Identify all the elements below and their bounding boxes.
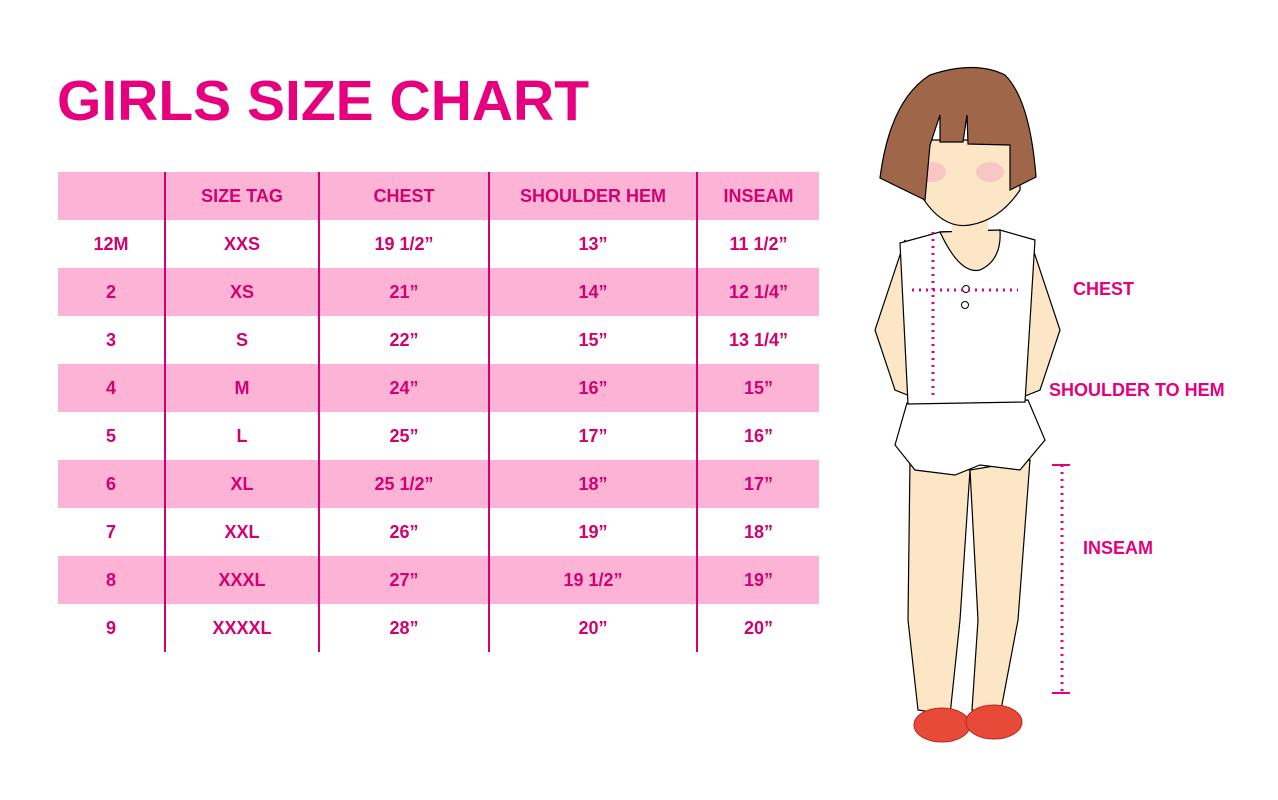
table-cell: XXL — [164, 508, 319, 556]
table-cell: 13 1/4” — [696, 316, 819, 364]
table-cell: 7 — [105, 521, 116, 542]
table-row: 12M XXS 19 1/2” 13” 11 1/2” — [58, 220, 819, 268]
table-row: 2 XS 21” 14” 12 1/4” — [58, 268, 819, 316]
table-cell: 4 — [58, 364, 165, 412]
table-cell: 9 — [105, 617, 116, 638]
table-cell: 16” — [488, 364, 697, 412]
table-cell: S — [164, 316, 319, 364]
table-header-row: SIZE TAG CHEST SHOULDER HEM INSEAM — [58, 172, 819, 220]
table-cell: XXS — [164, 220, 319, 268]
table-cell: XS — [164, 268, 319, 316]
table-cell: 25 1/2” — [318, 460, 489, 508]
table-row: 9 XXXXL 28” 20” 20” — [58, 604, 819, 652]
table-cell: 11 1/2” — [696, 220, 819, 268]
size-table: SIZE TAG CHEST SHOULDER HEM INSEAM 12M XX… — [58, 172, 819, 652]
table-cell: 28” — [318, 604, 489, 652]
shoulder-to-hem-label: SHOULDER TO HEM — [1049, 380, 1225, 400]
table-cell: 12 1/4” — [696, 268, 819, 316]
table-cell: 12M — [93, 233, 129, 254]
table-cell: 18” — [488, 460, 697, 508]
table-row: 7 XXL 26” 19” 18” — [58, 508, 819, 556]
table-cell: 18” — [696, 508, 819, 556]
table-cell: M — [164, 364, 319, 412]
table-cell: XXXL — [164, 556, 319, 604]
table-cell: 2 — [58, 268, 165, 316]
page-title: GIRLS SIZE CHART — [57, 69, 590, 133]
table-cell: 14” — [488, 268, 697, 316]
table-cell: 15” — [696, 364, 819, 412]
table-cell: XL — [164, 460, 319, 508]
header-cell: INSEAM — [696, 172, 819, 220]
table-cell: 3 — [105, 329, 116, 350]
table-cell: 6 — [58, 460, 165, 508]
table-row: 3 S 22” 15” 13 1/4” — [58, 316, 819, 364]
table-cell: 21” — [318, 268, 489, 316]
girl-illustration — [874, 66, 1070, 743]
table-cell: 17” — [696, 460, 819, 508]
table-cell: 25” — [318, 412, 489, 460]
table-cell: 20” — [696, 604, 819, 652]
header-cell: SHOULDER HEM — [488, 172, 697, 220]
table-cell: 19 1/2” — [488, 556, 697, 604]
header-cell — [58, 172, 165, 220]
chest-label: CHEST — [1073, 279, 1135, 299]
table-cell: 24” — [318, 364, 489, 412]
table-row: 5 L 25” 17” 16” — [58, 412, 819, 460]
table-cell: 13” — [488, 220, 697, 268]
table-cell: 22” — [318, 316, 489, 364]
table-cell: 17” — [488, 412, 697, 460]
table-cell: 19” — [696, 556, 819, 604]
table-row: 4 M 24” 16” 15” — [58, 364, 819, 412]
table-cell: 16” — [696, 412, 819, 460]
table-cell: 8 — [58, 556, 165, 604]
inseam-label: INSEAM — [1083, 538, 1154, 558]
table-row: 6 XL 25 1/2” 18” 17” — [58, 460, 819, 508]
table-cell: 20” — [488, 604, 697, 652]
table-cell: L — [164, 412, 319, 460]
table-cell: 15” — [488, 316, 697, 364]
header-cell: SIZE TAG — [164, 172, 319, 220]
header-cell: CHEST — [318, 172, 489, 220]
table-row: 8 XXXL 27” 19 1/2” 19” — [58, 556, 819, 604]
table-cell: XXXXL — [164, 604, 319, 652]
table-cell: 19” — [488, 508, 697, 556]
table-cell: 5 — [105, 425, 116, 446]
table-cell: 19 1/2” — [318, 220, 489, 268]
table-cell: 26” — [318, 508, 489, 556]
table-cell: 27” — [318, 556, 489, 604]
